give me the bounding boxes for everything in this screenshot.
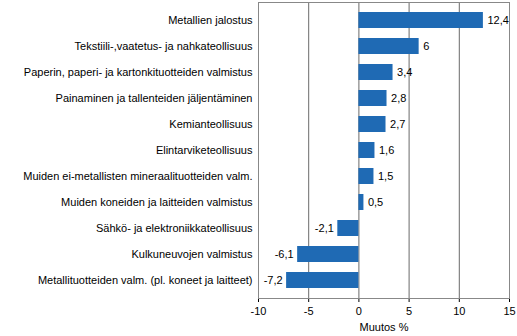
svg-text:2,8: 2,8 (391, 92, 406, 104)
svg-text:2,7: 2,7 (390, 118, 405, 130)
svg-text:Muiden koneiden ja laitteiden: Muiden koneiden ja laitteiden valmistus (61, 196, 253, 208)
svg-text:Painaminen ja tallenteiden jäl: Painaminen ja tallenteiden jäljentäminen (56, 92, 253, 104)
svg-text:10: 10 (453, 305, 465, 317)
svg-text:Muutos %: Muutos % (360, 321, 409, 333)
svg-text:-10: -10 (251, 305, 267, 317)
svg-text:0: 0 (356, 305, 362, 317)
svg-text:Metallien jalostus: Metallien jalostus (168, 14, 253, 26)
svg-text:15: 15 (503, 305, 515, 317)
svg-text:1,6: 1,6 (379, 144, 394, 156)
svg-text:0,5: 0,5 (368, 196, 383, 208)
svg-text:-5: -5 (304, 305, 314, 317)
svg-text:3,4: 3,4 (397, 66, 412, 78)
svg-text:12,4: 12,4 (487, 14, 508, 26)
svg-text:Elintarviketeollisuus: Elintarviketeollisuus (156, 144, 253, 156)
svg-text:-2,1: -2,1 (315, 222, 334, 234)
svg-text:Metallituotteiden valm. (pl. k: Metallituotteiden valm. (pl. koneet ja l… (38, 274, 253, 286)
svg-text:-7,2: -7,2 (264, 274, 283, 286)
svg-text:-6,1: -6,1 (275, 248, 294, 260)
svg-text:6: 6 (423, 40, 429, 52)
svg-text:5: 5 (406, 305, 412, 317)
svg-text:Paperin, paperi- ja kartonkitu: Paperin, paperi- ja kartonkituotteiden v… (24, 66, 253, 78)
svg-text:1,5: 1,5 (378, 170, 393, 182)
svg-text:Sähkö- ja elektroniikkateollis: Sähkö- ja elektroniikkateollisuus (96, 222, 253, 234)
svg-text:Kemianteollisuus: Kemianteollisuus (169, 118, 253, 130)
svg-text:Kulkuneuvojen valmistus: Kulkuneuvojen valmistus (131, 248, 253, 260)
svg-text:Tekstiili-,vaatetus- ja nahkat: Tekstiili-,vaatetus- ja nahkateollisuus (75, 40, 253, 52)
svg-text:Muiden ei-metallisten mineraal: Muiden ei-metallisten mineraalituotteide… (23, 170, 252, 182)
